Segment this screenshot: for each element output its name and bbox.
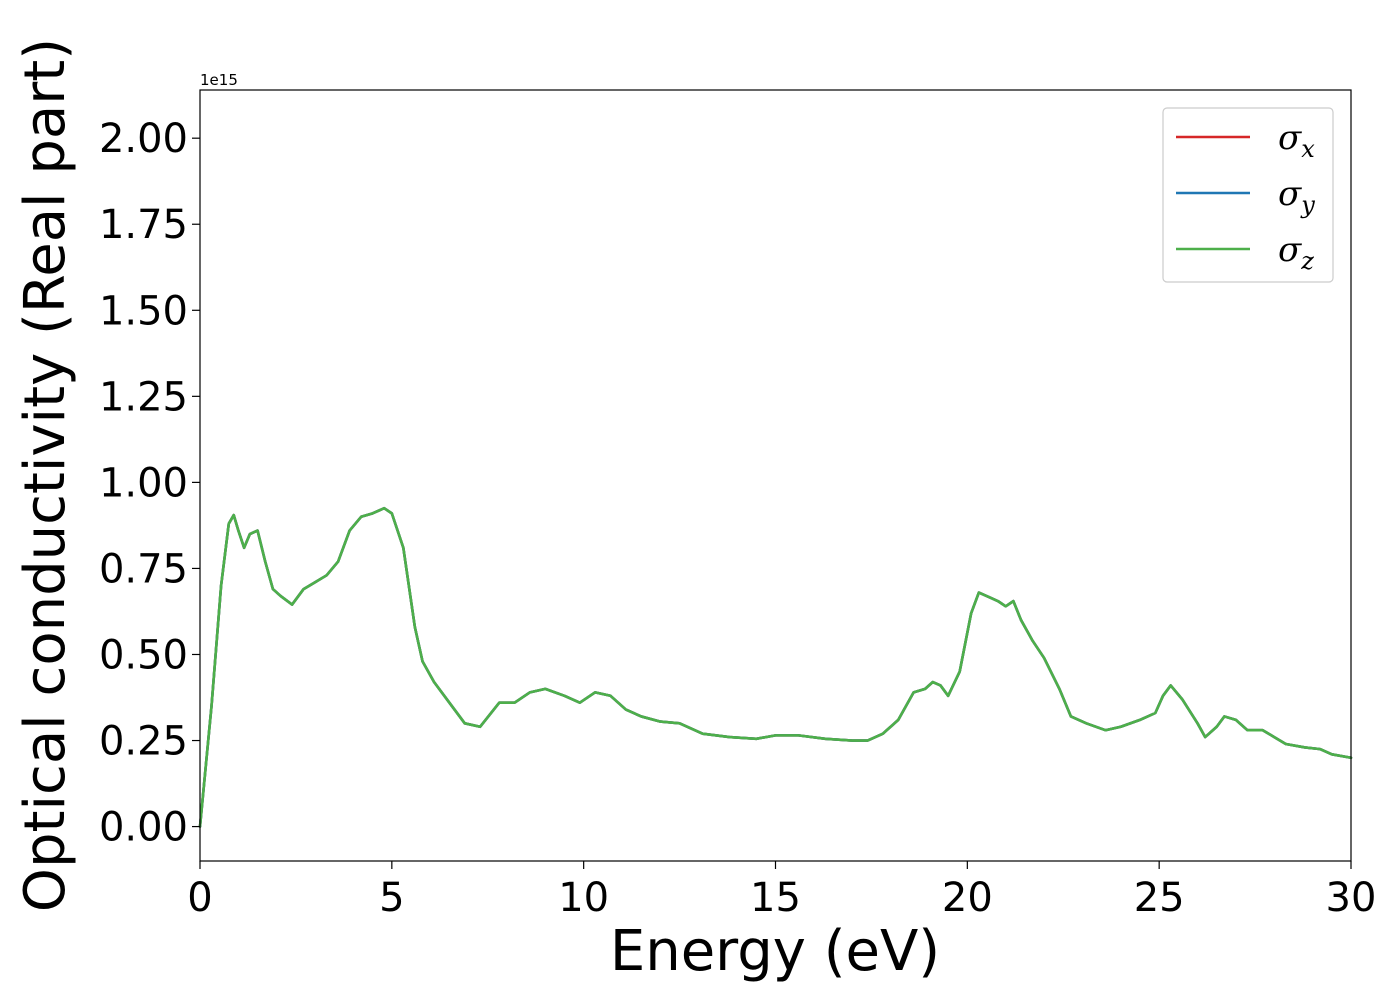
legend-box bbox=[1162, 107, 1334, 283]
x-tick-label: 10 bbox=[558, 875, 609, 921]
y-tick-label: 0.75 bbox=[99, 546, 188, 592]
x-tick-label: 20 bbox=[942, 875, 993, 921]
series-line-2 bbox=[198, 506, 1353, 828]
y-axis-label: Optical conductivity (Real part) bbox=[13, 38, 78, 912]
y-tick-label: 0.50 bbox=[99, 632, 188, 678]
x-tick-label: 30 bbox=[1326, 875, 1377, 921]
x-tick-label: 0 bbox=[187, 875, 212, 921]
y-tick-label: 1.00 bbox=[99, 460, 188, 506]
series-layer bbox=[198, 506, 1353, 828]
x-axis-ticks: 0 5 10 15 20 25 30 bbox=[187, 861, 1376, 921]
y-tick-label: 2.00 bbox=[99, 116, 188, 162]
y-offset-label: 1e15 bbox=[200, 71, 238, 89]
y-tick-label: 1.75 bbox=[99, 202, 188, 248]
y-tick-label: 1.50 bbox=[99, 288, 188, 334]
y-tick-label: 0.00 bbox=[99, 805, 188, 851]
series-line-3 bbox=[198, 506, 1353, 828]
x-tick-label: 5 bbox=[379, 875, 404, 921]
y-tick-label: 0.25 bbox=[99, 719, 188, 765]
x-axis-label: Energy (eV) bbox=[610, 919, 940, 984]
y-axis-ticks: 0.00 0.25 0.50 0.75 1.00 1.25 1.50 1.75 2.00 bbox=[99, 116, 200, 851]
x-tick-label: 25 bbox=[1134, 875, 1185, 921]
y-tick-label: 1.25 bbox=[99, 374, 188, 420]
series-line-1 bbox=[198, 506, 1353, 828]
x-tick-label: 15 bbox=[750, 875, 801, 921]
